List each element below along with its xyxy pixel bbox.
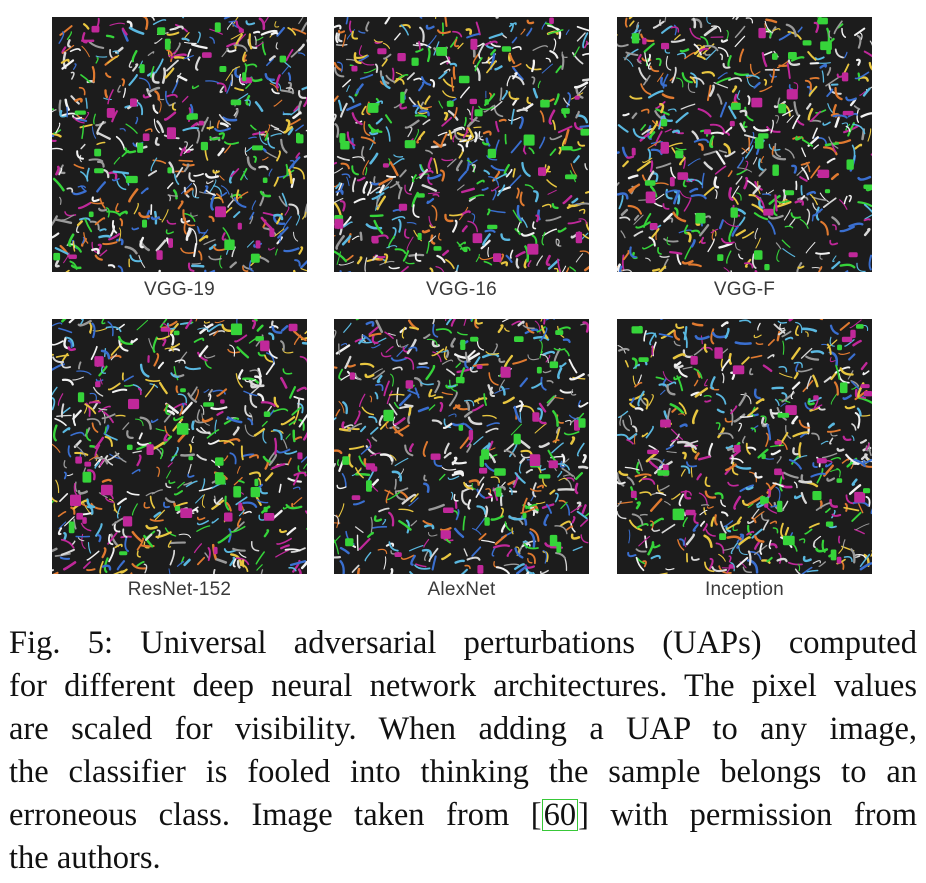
uap-image-inception [617,319,872,574]
caption-line: erroneous class. Image taken from [60] w… [9,794,917,837]
figure-caption: Fig. 5: Universal adversarial perturbati… [9,622,917,880]
caption-line: the classifier is fooled into thinking t… [9,754,917,790]
caption-text: ] with permission from [578,797,917,833]
perturbation-pattern [52,17,307,272]
panel-label-vgg16: VGG-16 [426,279,497,300]
perturbation-pattern [617,319,872,574]
panel-label-alexnet: AlexNet [427,579,496,600]
panel-label-vggf: VGG-F [713,279,776,300]
uap-image-vggf [617,17,872,272]
panel-label-vgg19: VGG-19 [144,279,215,300]
uap-image-alexnet [334,319,589,574]
perturbation-pattern [334,319,589,574]
caption-text: erroneous class. Image taken from [ [9,797,542,833]
citation-link[interactable]: 60 [541,797,579,833]
caption-line: the authors. [9,840,161,876]
caption-line: for different deep neural network archit… [9,668,917,704]
caption-line: Fig. 5: Universal adversarial perturbati… [9,625,917,661]
uap-image-resnet152 [52,319,307,574]
uap-image-vgg19 [52,17,307,272]
uap-image-vgg16 [334,17,589,272]
caption-line: are scaled for visibility. When adding a… [9,711,917,747]
panel-label-inception: Inception [705,579,784,600]
perturbation-pattern [52,319,307,574]
perturbation-pattern [617,17,872,272]
perturbation-pattern [334,17,589,272]
panel-label-resnet152: ResNet-152 [127,579,232,600]
